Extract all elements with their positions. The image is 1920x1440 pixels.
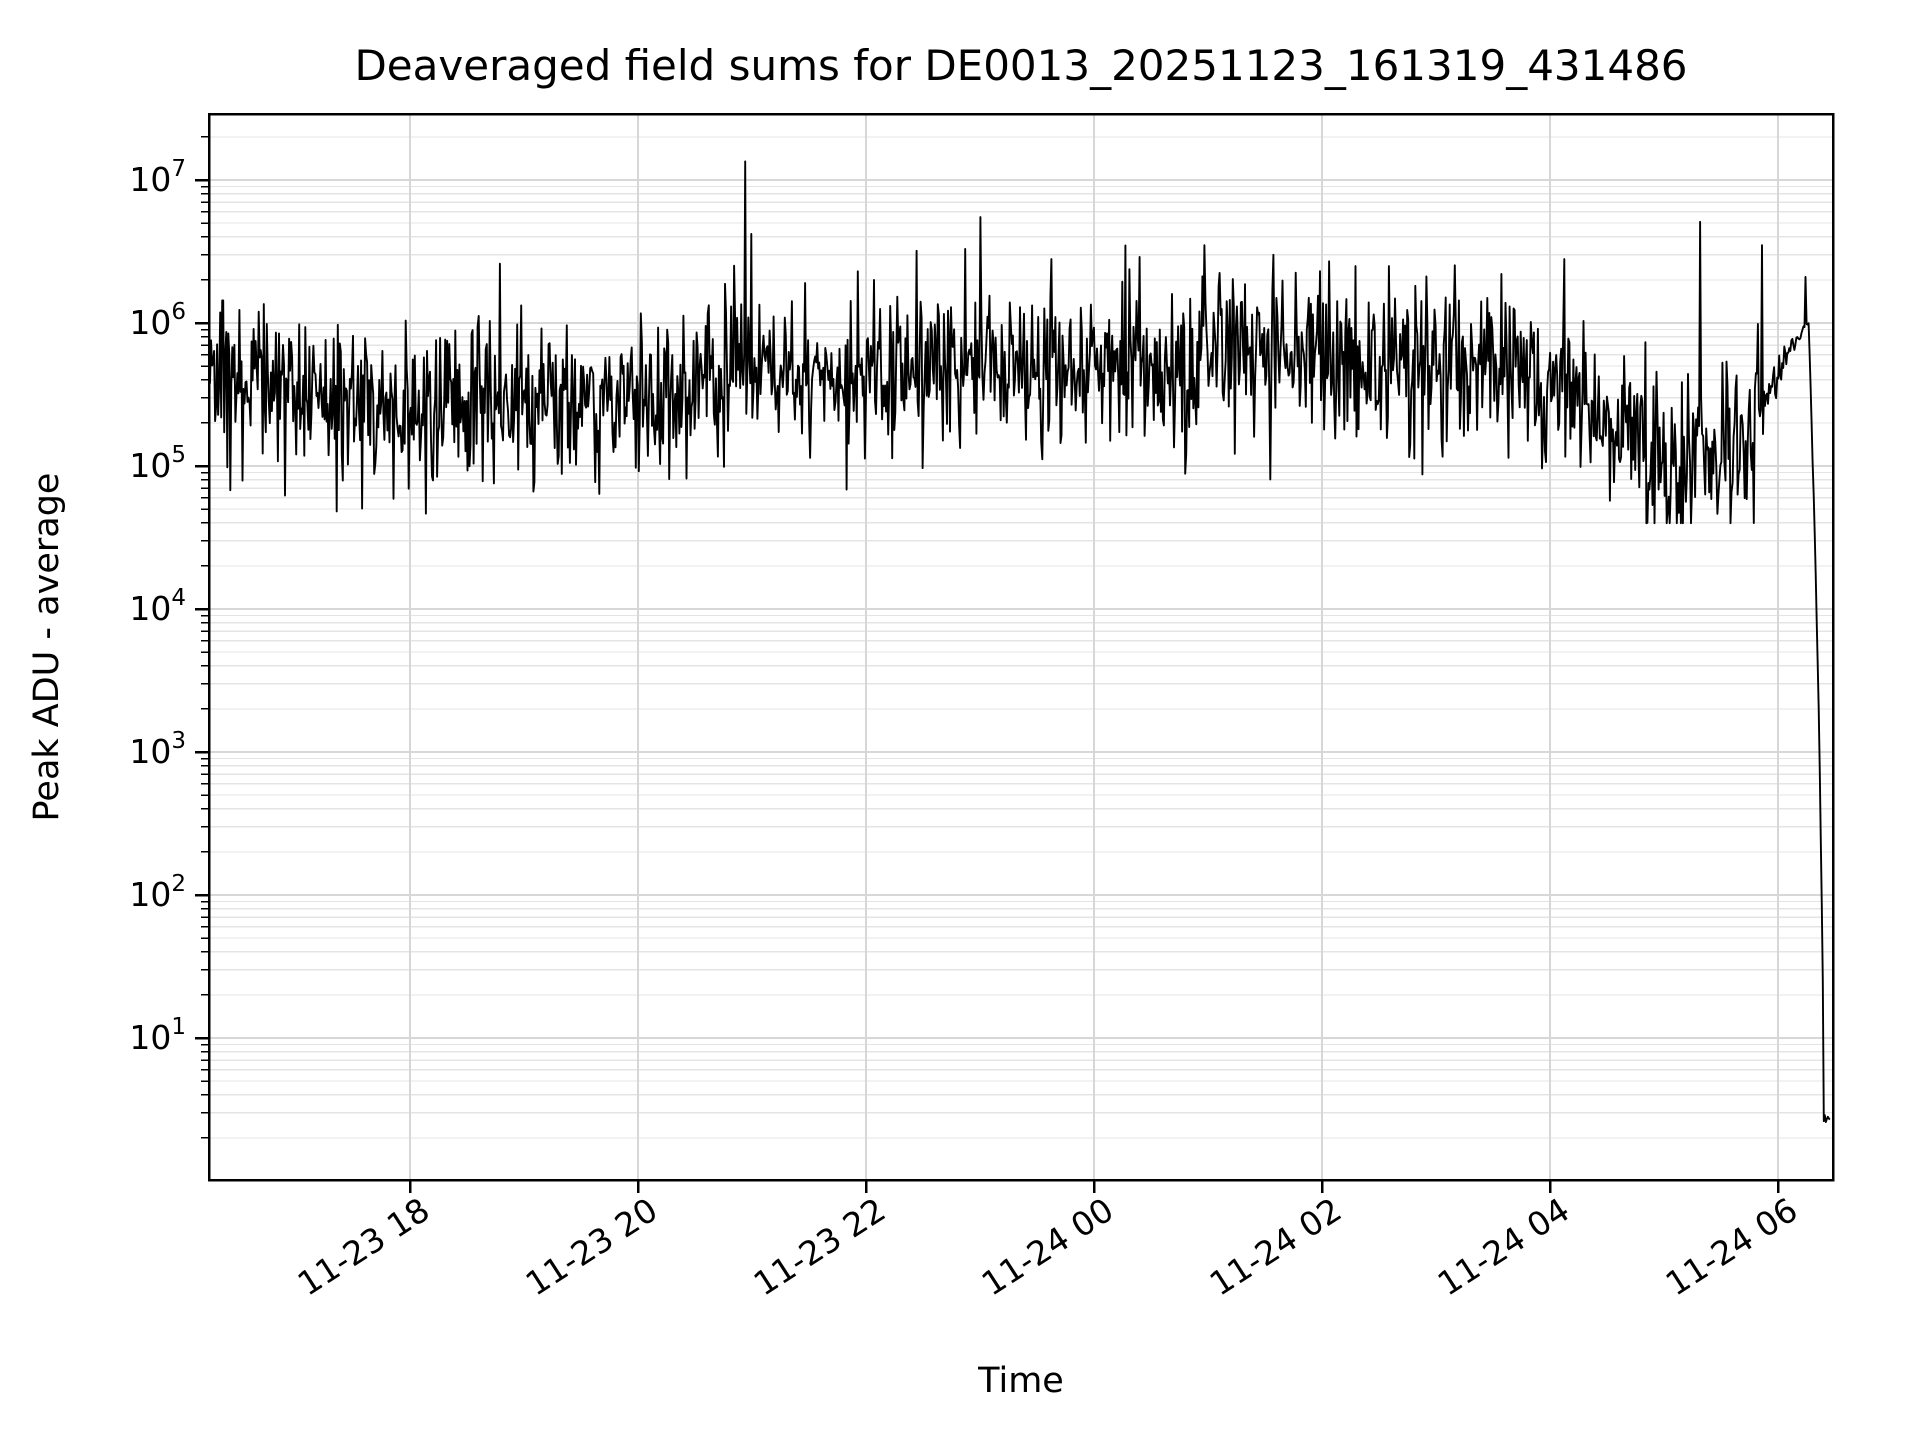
y-tick-labels: 101 102 103 104 105 106 107 [129,156,186,1057]
y-tick-label: 105 [129,442,186,485]
y-axis-label: Peak ADU - average [27,473,67,822]
plot-area [209,114,1833,1180]
x-tick-labels: 11-23 18 11-23 20 11-23 22 11-24 00 11-24 02… [291,1190,1805,1304]
x-tick-label: 11-24 04 [1431,1190,1577,1304]
y-tick-label: 103 [129,728,186,771]
data-line [208,160,1831,1123]
chart-title: Deaveraged field sums for DE0013_2025112… [354,41,1687,90]
x-tick-label: 11-23 20 [519,1190,665,1304]
x-axis-label: Time [977,1361,1064,1401]
y-tick-label: 102 [129,871,186,914]
x-tick-label: 11-24 00 [975,1190,1121,1304]
x-tick-label: 11-23 22 [747,1190,893,1304]
axes-spines [207,112,1835,1182]
series-path [208,160,1831,1123]
x-tick-label: 11-24 06 [1659,1190,1805,1304]
x-tick-label: 11-24 02 [1203,1190,1349,1304]
y-tick-label: 107 [129,156,186,199]
y-tick-label: 101 [129,1014,186,1057]
y-tick-label: 104 [129,585,186,628]
y-tick-label: 106 [129,299,186,342]
x-tick-label: 11-23 18 [291,1190,437,1304]
grid-major [209,114,1833,1180]
axis-ticks [195,136,1780,1193]
